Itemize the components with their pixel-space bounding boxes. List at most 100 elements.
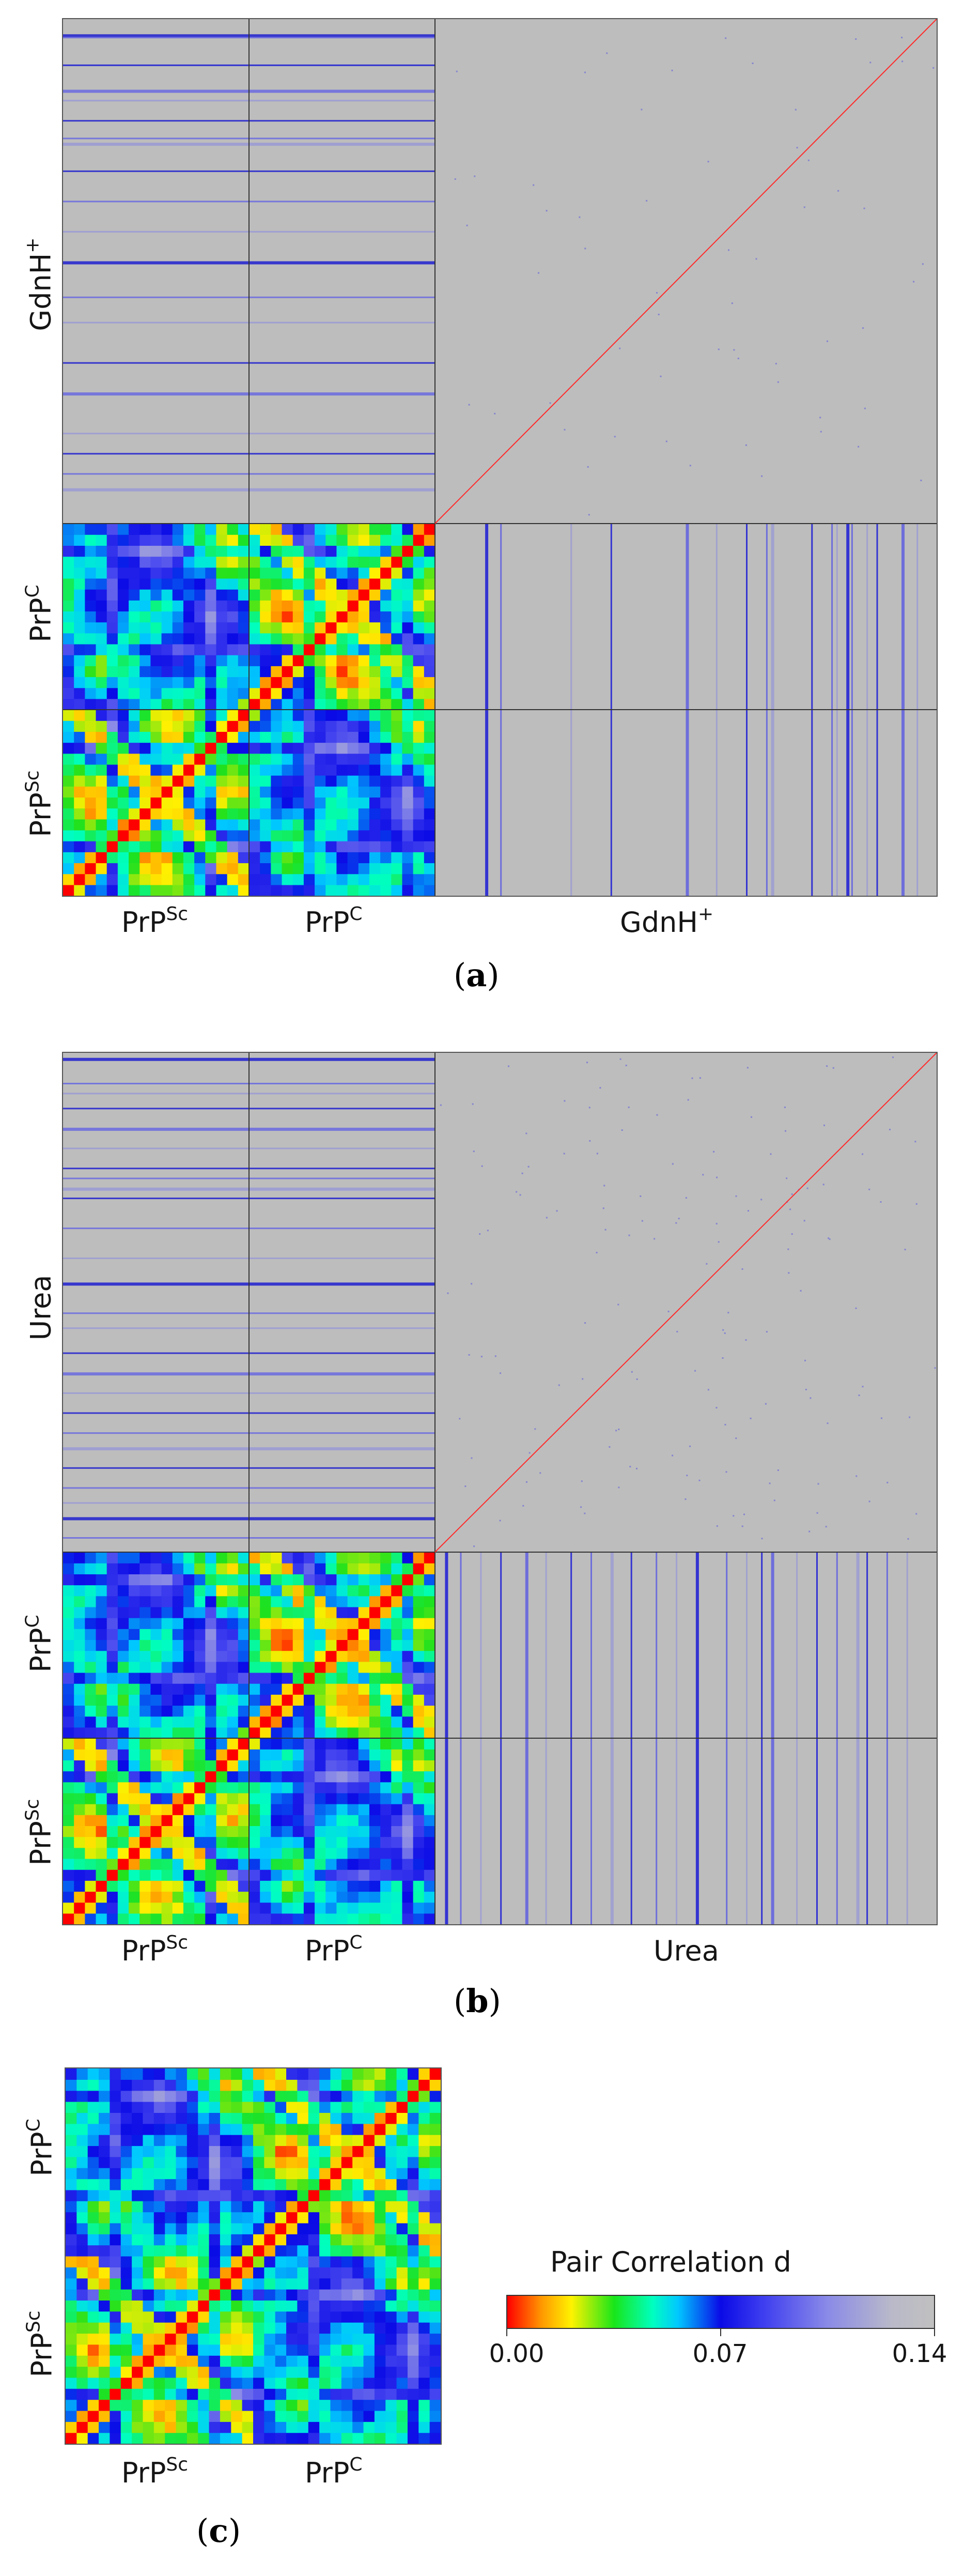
a-prot-cell	[282, 852, 293, 864]
b-prot-cell	[74, 1705, 85, 1717]
a-prot-cell	[260, 819, 271, 831]
b-prot-cell	[315, 1716, 326, 1728]
c-prot-cell	[396, 2300, 408, 2312]
a-prot-cell	[303, 534, 315, 546]
a-prot-cell	[227, 841, 239, 852]
c-prot-cell	[198, 2123, 210, 2135]
c-prot-cell	[374, 2102, 386, 2113]
a-prot-cell	[194, 567, 206, 579]
b-prot-cell	[216, 1574, 228, 1586]
b-prot-cell	[216, 1902, 228, 1914]
b-prot-cell	[216, 1792, 228, 1804]
a-prot-cell	[205, 797, 217, 809]
c-prot-cell	[110, 2079, 121, 2091]
a-prot-cell	[271, 786, 283, 798]
c-prot-cell	[110, 2388, 121, 2400]
b-prot-cell	[85, 1902, 97, 1914]
c-prot-cell	[407, 2289, 419, 2301]
a-prot-cell	[172, 775, 184, 787]
c-prot-cell	[99, 2189, 111, 2201]
c-prot-cell	[418, 2222, 430, 2234]
b-prot-cell	[238, 1552, 250, 1563]
b-prot-cell	[369, 1650, 381, 1662]
a-prot-cell	[249, 808, 260, 820]
b-prot-cell	[347, 1782, 359, 1793]
b-prot-cell	[380, 1563, 392, 1574]
a-prot-cell	[129, 622, 140, 634]
b-prot-cell	[413, 1683, 425, 1695]
c-prot-cell	[407, 2212, 419, 2224]
c-prot-cell	[76, 2377, 88, 2389]
b-dot	[825, 1526, 827, 1528]
a-prot-cell	[85, 545, 97, 557]
c-prot-cell	[363, 2377, 375, 2389]
b-prot-cell	[303, 1563, 315, 1574]
a-prot-cell	[172, 742, 184, 754]
a-prot-cell	[205, 731, 217, 743]
c-prot-cell	[242, 2201, 254, 2213]
c-prot-cell	[231, 2212, 243, 2224]
a-prot-cell	[358, 578, 370, 590]
c-prot-cell	[99, 2245, 111, 2257]
b-prot-cell	[238, 1847, 250, 1859]
c-prot-cell	[76, 2090, 88, 2102]
b-prot-cell	[227, 1705, 239, 1717]
b-prot-cell	[216, 1782, 228, 1793]
b-prot-cell	[380, 1727, 392, 1739]
a-dot	[869, 62, 872, 64]
c-prot-cell	[286, 2102, 298, 2113]
b-dot	[676, 1330, 678, 1332]
a-prot-cell	[358, 775, 370, 787]
b-prot-cell	[74, 1902, 85, 1914]
b-prot-cell	[172, 1891, 184, 1903]
c-prot-cell	[242, 2267, 254, 2279]
a-prot-cell	[391, 884, 403, 896]
b-prot-cell	[315, 1552, 326, 1563]
b-prot-cell	[96, 1792, 107, 1804]
a-prot-cell	[129, 884, 140, 896]
c-prot-cell	[209, 2432, 221, 2444]
c-prot-cell	[352, 2145, 364, 2157]
a-prot-cell	[74, 841, 85, 852]
b-prot-cell	[205, 1902, 217, 1914]
b-prot-cell	[380, 1661, 392, 1673]
b-prot-cell	[369, 1913, 381, 1924]
c-prot-cell	[209, 2212, 221, 2224]
a-prot-cell	[292, 655, 304, 666]
b-prot-cell	[292, 1826, 304, 1837]
b-dot	[741, 1525, 743, 1527]
a-prot-cell	[227, 742, 239, 754]
a-prot-cell	[336, 545, 348, 557]
c-prot-cell	[87, 2300, 99, 2312]
b-prot-cell	[205, 1716, 217, 1728]
a-prot-cell	[303, 687, 315, 699]
b-prot-cell	[336, 1639, 348, 1651]
a-prot-cell	[117, 655, 129, 666]
a-dot	[807, 159, 810, 161]
c-prot-cell	[220, 2189, 231, 2201]
b-dot	[904, 1249, 906, 1251]
c-prot-cell	[198, 2322, 210, 2334]
b-prot-cell	[369, 1629, 381, 1640]
c-prot-cell	[286, 2234, 298, 2246]
a-prot-cell	[292, 556, 304, 568]
c-prot-cell	[120, 2355, 132, 2367]
b-prot-cell	[216, 1804, 228, 1815]
a-prot-cell	[139, 742, 151, 754]
c-prot-cell	[418, 2278, 430, 2290]
a-prot-cell	[282, 786, 293, 798]
a-prot-cell	[106, 753, 118, 765]
a-prot-cell	[336, 524, 348, 535]
b-prot-cell	[139, 1672, 151, 1684]
c-prot-cell	[341, 2179, 353, 2190]
c-prot-cell	[165, 2366, 177, 2378]
a-prot-cell	[369, 524, 381, 535]
b-dot	[766, 1331, 768, 1333]
b-prot-cell	[161, 1836, 173, 1848]
b-prot-cell	[106, 1618, 118, 1629]
c-prot-cell	[330, 2102, 342, 2113]
c-prot-cell	[76, 2289, 88, 2301]
a-prot-cell	[260, 578, 271, 590]
b-prot-cell	[139, 1574, 151, 1586]
a-prot-cell	[369, 556, 381, 568]
